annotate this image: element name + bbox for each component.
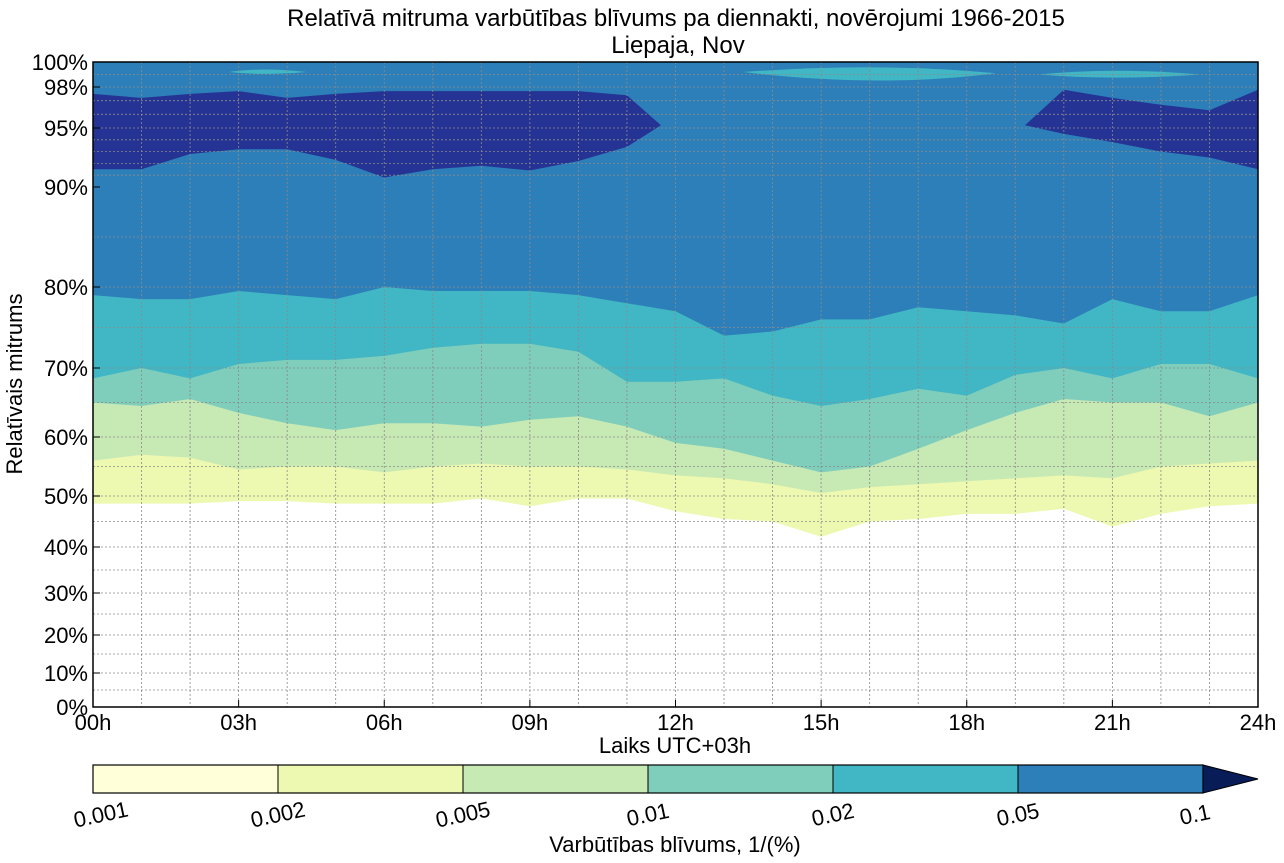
colorbar-tick-0.02: 0.02 [809,798,856,831]
colorbar-tick-0.001: 0.001 [71,797,130,833]
y-tick-label-90: 90% [44,175,88,200]
x-tick-label-21h: 21h [1094,710,1131,735]
colorbar-segment-0.001 [92,764,279,794]
colorbar-segment-0.005 [462,764,649,794]
y-tick-label-50: 50% [44,484,88,509]
y-tick-label-80: 80% [44,275,88,300]
x-tick-label-24h: 24h [1240,710,1277,735]
y-tick-label-20: 20% [44,623,88,648]
colorbar-tick-0.05: 0.05 [994,798,1041,831]
colorbar-segment-0.002 [277,764,464,794]
contour-blob-left [93,91,661,178]
x-tick-label-15h: 15h [803,710,840,735]
grid-lines [93,62,1258,707]
chart-subtitle: Liepaja, Nov [611,32,744,59]
y-tick-label-100: 100% [32,50,88,75]
colorbar-tick-0.01: 0.01 [624,798,671,831]
colorbar-tick-0.1: 0.1 [1177,799,1212,830]
colorbar-tick-0.002: 0.002 [248,797,307,833]
x-tick-label-09h: 09h [512,710,549,735]
contour-patch-upper-right [1039,70,1200,78]
colorbar-segment-0.05 [1017,764,1204,794]
y-axis-label: Relatīvais mitrums [2,294,27,475]
x-tick-label-18h: 18h [948,710,985,735]
colorbar-segment-0.02 [832,764,1019,794]
y-tick-label-0: 0% [56,695,88,720]
contour-blob-right [1025,89,1258,170]
y-tick-label-70: 70% [44,356,88,381]
x-tick-label-03h: 03h [220,710,257,735]
y-tick-label-60: 60% [44,425,88,450]
contour-patch-upper [743,67,996,81]
y-tick-label-40: 40% [44,535,88,560]
x-tick-label-12h: 12h [657,710,694,735]
colorbar-label: Varbūtības blīvums, 1/(%) [549,832,800,857]
colorbar-extend-arrow [1202,764,1259,794]
y-tick-label-98: 98% [44,75,88,100]
colorbar-segment-0.01 [647,764,834,794]
plot-area: 00h 03h 06h 09h 12h 15h 18h 21h 24h 0% 10% 20% 30% 4… [32,50,1277,735]
x-tick-label-06h: 06h [366,710,403,735]
colorbar-tick-0.005: 0.005 [433,797,492,833]
colorbar-frame [92,764,1204,794]
x-axis-ticks: 00h 03h 06h 09h 12h 15h 18h 21h 24h [75,700,1277,735]
x-axis-label: Laiks UTC+03h [599,733,751,758]
colorbar [92,764,1259,794]
y-axis-ticks: 0% 10% 20% 30% 40% 50% 60% 70% 80% 90% 95% 98%100% [32,50,100,720]
y-tick-label-10: 10% [44,661,88,686]
y-tick-label-95: 95% [44,116,88,141]
chart-title: Relatīvā mitruma varbūtības blīvums pa d… [287,5,1065,32]
y-tick-label-30: 30% [44,581,88,606]
x-tick-label-00h: 00h [75,710,112,735]
colorbar-tick-labels: 0.001 0.002 0.005 0.01 0.02 0.05 0.1 [71,797,1212,833]
